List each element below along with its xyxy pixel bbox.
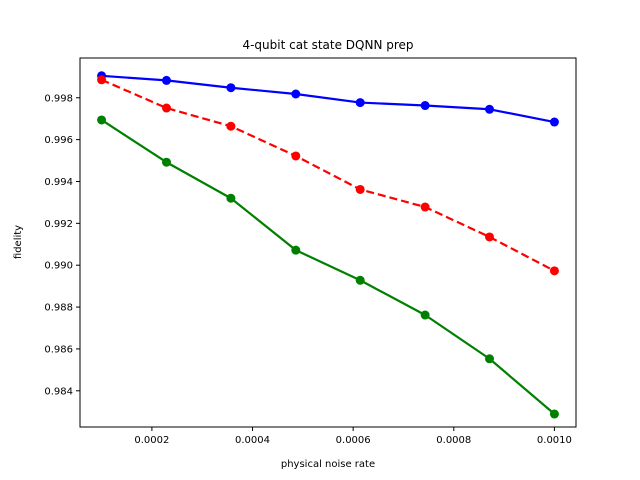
series-3-point	[420, 310, 430, 320]
plot-area: 0.0002 0.0004 0.0006 0.0008 0.0010 0.984 0.986…	[44, 57, 577, 446]
series-1-point	[420, 101, 430, 111]
series-line-1	[101, 74, 555, 124]
y-tick-label: 0.994	[44, 177, 73, 188]
series-1-point	[161, 75, 171, 85]
series-3-point	[485, 354, 495, 364]
series-2-point	[420, 202, 430, 212]
x-tick-label: 0.0004	[235, 435, 270, 446]
x-tick-label: 0.0006	[336, 435, 371, 446]
series-2-point	[485, 232, 495, 242]
series-3-point	[549, 409, 559, 419]
series-line-2	[101, 78, 555, 272]
y-tick-label: 0.992	[44, 219, 73, 230]
series-2-point	[97, 75, 107, 85]
series-3-point	[226, 193, 236, 203]
y-tick-label: 0.990	[44, 261, 73, 272]
y-tick-label: 0.996	[44, 135, 73, 146]
series-1-point	[549, 117, 559, 127]
y-tick-label: 0.984	[44, 386, 73, 397]
series-2-point	[226, 121, 236, 131]
axes-frame	[79, 57, 577, 428]
series-1-point	[355, 98, 365, 108]
series-2-point	[355, 184, 365, 194]
series-3-point	[291, 245, 301, 255]
series-2-point	[549, 266, 559, 276]
series-3-point	[161, 157, 171, 167]
series-2-point	[291, 151, 301, 161]
series-line-3	[100, 119, 556, 415]
series-3-point	[97, 115, 107, 125]
x-tick-label: 0.0002	[134, 435, 169, 446]
y-tick-label: 0.998	[44, 93, 73, 104]
y-axis-label: fidelity	[13, 225, 24, 259]
x-tick-label: 0.0008	[436, 435, 471, 446]
x-tick-label: 0.0010	[537, 435, 572, 446]
x-axis-label: physical noise rate	[281, 459, 375, 470]
series-1-point	[226, 83, 236, 93]
y-tick-label: 0.988	[44, 303, 73, 314]
series-1-point	[291, 89, 301, 99]
series-3-point	[355, 275, 365, 285]
y-tick-label: 0.986	[44, 344, 73, 355]
chart-title: 4-qubit cat state DQNN prep	[242, 38, 413, 52]
series-2-point	[161, 103, 171, 113]
series-1-point	[485, 104, 495, 114]
